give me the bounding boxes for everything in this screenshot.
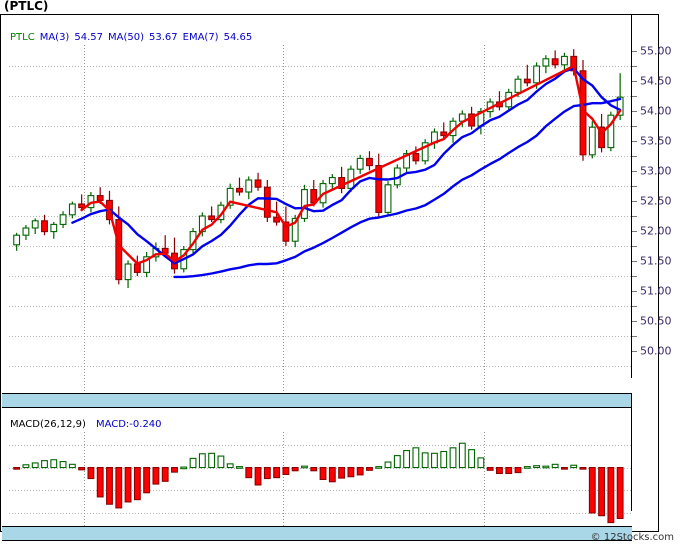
legend-symbol: PTLC: [10, 32, 35, 43]
axis-tick: [632, 81, 637, 82]
axis-tick: [632, 171, 637, 172]
axis-tick: [632, 201, 637, 202]
price-date-axis: [2, 393, 632, 408]
legend-ema7-value: 54.65: [223, 32, 253, 43]
axis-tick: [632, 246, 637, 247]
price-axis-label: 50.50: [640, 314, 672, 328]
price-chart-plot[interactable]: [9, 45, 632, 393]
axis-tick: [632, 276, 637, 277]
macd-chart-svg: [9, 432, 632, 526]
axis-tick: [632, 261, 637, 262]
copyright-footer: © 12Stocks.com: [590, 532, 674, 543]
price-axis-label: 55.00: [640, 44, 672, 58]
price-axis-label: 54.00: [640, 104, 672, 118]
axis-tick: [632, 126, 637, 127]
axis-tick: [632, 306, 637, 307]
axis-tick: [632, 141, 637, 142]
price-axis-label: 54.50: [640, 74, 672, 88]
window-titlebar: (PTLC): [0, 0, 680, 14]
axis-tick: [632, 216, 637, 217]
macd-legend-name: MACD(26,12,9): [10, 419, 86, 430]
legend-ma50-label: MA(50): [107, 32, 144, 43]
price-axis-label: 52.00: [640, 224, 672, 238]
price-chart-svg: [9, 45, 632, 393]
axis-tick: [632, 111, 637, 112]
axis-tick: [632, 51, 637, 52]
axis-tick: [632, 291, 637, 292]
legend-ema7-label: EMA(7): [182, 32, 219, 43]
axis-tick: [632, 351, 637, 352]
axis-tick: [632, 336, 637, 337]
legend-ma50-value: 53.67: [148, 32, 178, 43]
price-axis-label: 53.50: [640, 134, 672, 148]
price-axis-label: 51.00: [640, 284, 672, 298]
price-axis-label: 52.50: [640, 194, 672, 208]
chart-frame: PTLC MA(3) 54.57 MA(50) 53.67 EMA(7) 54.65 MAC…: [0, 14, 659, 541]
macd-axis-line: [631, 393, 632, 511]
price-axis-label: 50.00: [640, 344, 672, 358]
axis-tick: [632, 186, 637, 187]
macd-chart-plot[interactable]: [9, 432, 632, 526]
price-axis-label: 51.50: [640, 254, 672, 268]
axis-tick: [632, 321, 637, 322]
legend-ma3-value: 54.57: [74, 32, 103, 43]
price-axis-label: 53.00: [640, 164, 672, 178]
axis-tick: [632, 66, 637, 67]
macd-legend-value: MACD:-0.240: [95, 419, 162, 430]
page-title: (PTLC): [4, 0, 49, 13]
axis-tick: [632, 231, 637, 232]
legend-ma3-label: MA(3): [39, 32, 70, 43]
macd-legend: MACD(26,12,9) MACD:-0.240: [10, 419, 162, 430]
axis-tick: [632, 96, 637, 97]
axis-tick: [632, 156, 637, 157]
price-legend: PTLC MA(3) 54.57 MA(50) 53.67 EMA(7) 54.65: [10, 32, 257, 43]
macd-date-axis: [2, 526, 632, 541]
price-axis-line: [631, 15, 632, 378]
